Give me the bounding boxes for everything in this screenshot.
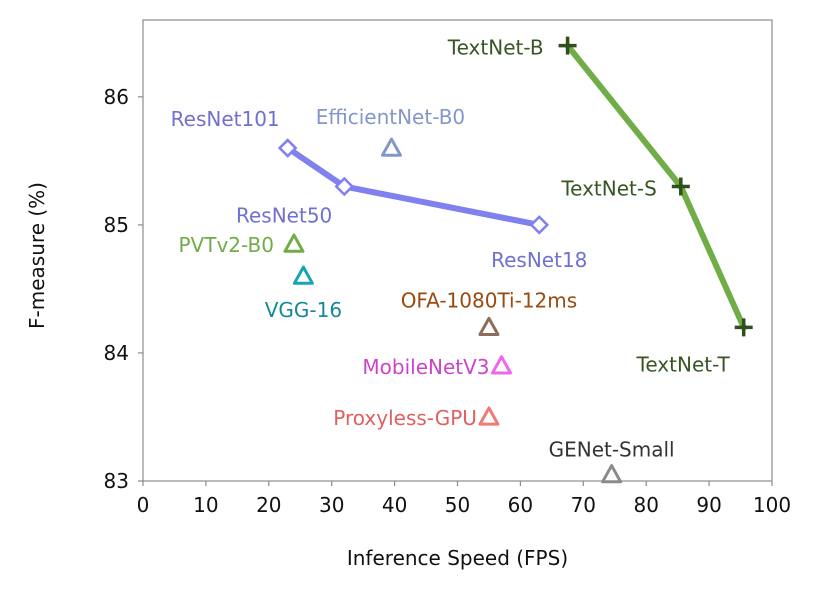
x-tick-label: 30 — [319, 493, 344, 517]
x-tick-label: 70 — [571, 493, 596, 517]
x-tick-label: 90 — [696, 493, 721, 517]
vgg-16-label: VGG-16 — [265, 298, 342, 322]
pvtv2-b0-label: PVTv2-B0 — [178, 233, 273, 257]
resnet101-marker — [277, 138, 298, 158]
textnet-s-label: TextNet-S — [560, 176, 656, 200]
efficientnet-b0-label: EfficientNet-B0 — [316, 105, 465, 129]
textnet-t-marker — [734, 318, 753, 337]
resnet50-marker — [334, 176, 355, 197]
x-tick-label: 10 — [193, 493, 218, 517]
genet-small-marker — [601, 464, 623, 484]
y-tick-label: 84 — [104, 341, 129, 365]
x-tick-label: 0 — [137, 493, 150, 517]
pvtv2-b0-marker — [283, 233, 305, 253]
resnet101-label: ResNet101 — [171, 107, 280, 131]
data-labels: ResNet101 ResNet50 ResNet18 TextNet-B TextNe… — [171, 36, 731, 462]
x-tick-label: 100 — [753, 493, 791, 517]
vgg-16-marker — [292, 265, 314, 285]
efficientnet-b0-marker — [380, 137, 402, 157]
y-tick-label: 85 — [104, 213, 129, 237]
genet-small-label: GENet-Small — [549, 438, 675, 462]
x-axis-title: Inference Speed (FPS) — [347, 546, 568, 570]
textnet-b-marker — [558, 36, 577, 55]
y-axis-title: F-measure (%) — [25, 182, 49, 329]
x-tick-label: 50 — [445, 493, 470, 517]
resnet18-marker — [529, 215, 550, 235]
textnet-b-label: TextNet-B — [447, 36, 544, 60]
data-markers — [277, 36, 753, 484]
x-tick-label: 80 — [633, 493, 658, 517]
axes: 0 10 20 30 40 50 60 70 80 90 100 83 84 85 86 — [104, 19, 791, 517]
proxyless-gpu-marker — [478, 406, 500, 426]
resnet18-label: ResNet18 — [491, 248, 587, 272]
ofa-1080ti-12ms-marker — [478, 316, 500, 337]
ofa-1080ti-12ms-label: OFA-1080Ti-12ms — [401, 288, 578, 312]
x-tick-label: 40 — [382, 493, 407, 517]
x-tick-label: 60 — [508, 493, 533, 517]
resnet50-label: ResNet50 — [236, 203, 332, 227]
mobilenetv3-marker — [491, 355, 513, 375]
y-tick-label: 83 — [104, 469, 129, 493]
proxyless-gpu-label: Proxyless-GPU — [333, 406, 477, 430]
mobilenetv3-label: MobileNetV3 — [362, 355, 489, 379]
y-tick-label: 86 — [104, 85, 129, 109]
x-tick-label: 20 — [256, 493, 281, 517]
textnet-s-marker — [671, 177, 690, 196]
textnet-t-label: TextNet-T — [636, 352, 731, 376]
